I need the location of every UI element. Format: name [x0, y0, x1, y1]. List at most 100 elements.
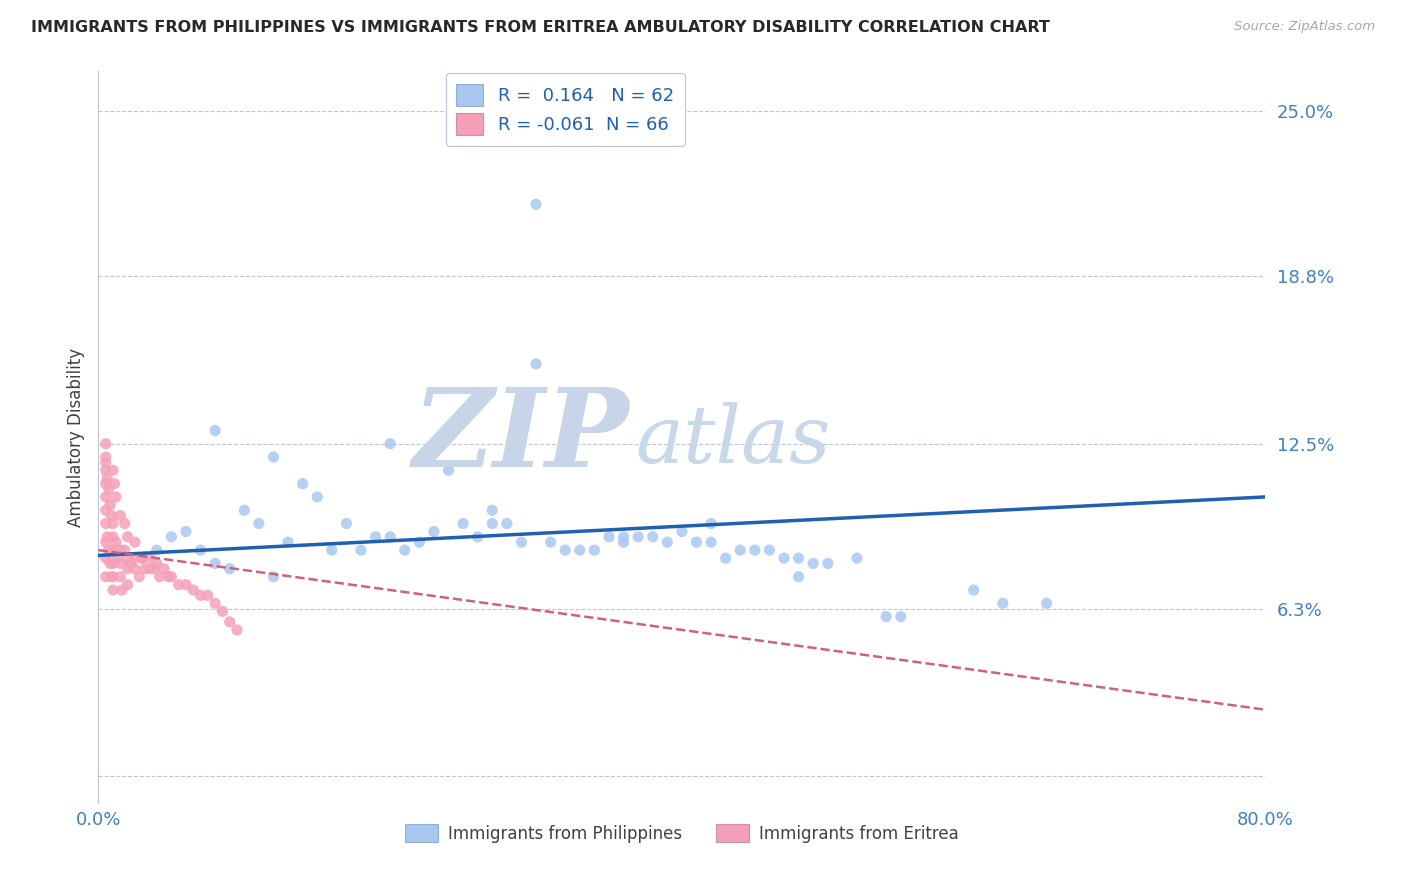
Point [262, 570, 284, 584]
Point [408, 535, 430, 549]
Point [120, 557, 142, 571]
Point [787, 551, 810, 566]
Point [197, 588, 219, 602]
Text: Source: ZipAtlas.com: Source: ZipAtlas.com [1234, 20, 1375, 33]
Point [94, 516, 117, 531]
Point [94, 455, 117, 469]
Point [146, 543, 169, 558]
Point [510, 535, 533, 549]
Point [114, 543, 136, 558]
Point [218, 615, 240, 629]
Point [94, 551, 117, 566]
Point [204, 596, 226, 610]
Point [167, 577, 190, 591]
Point [700, 535, 723, 549]
Point [160, 570, 183, 584]
Point [94, 450, 117, 464]
Point [890, 609, 912, 624]
Point [524, 197, 547, 211]
Point [846, 551, 869, 566]
Point [105, 551, 128, 566]
Point [157, 570, 180, 584]
Point [131, 551, 153, 566]
Point [117, 530, 139, 544]
Point [612, 530, 634, 544]
Point [277, 535, 299, 549]
Point [104, 490, 127, 504]
Point [94, 463, 117, 477]
Point [773, 551, 796, 566]
Point [110, 570, 132, 584]
Point [131, 551, 153, 566]
Point [641, 530, 664, 544]
Point [103, 476, 125, 491]
Point [437, 463, 460, 477]
Point [730, 543, 752, 558]
Y-axis label: Ambulatory Disability: Ambulatory Disability [66, 348, 84, 526]
Point [350, 543, 373, 558]
Point [247, 516, 270, 531]
Text: atlas: atlas [636, 402, 831, 480]
Point [524, 357, 547, 371]
Point [190, 588, 212, 602]
Point [817, 557, 839, 571]
Point [94, 570, 117, 584]
Legend: Immigrants from Philippines, Immigrants from Eritrea: Immigrants from Philippines, Immigrants … [398, 818, 966, 849]
Point [540, 535, 562, 549]
Point [394, 543, 416, 558]
Point [98, 557, 121, 571]
Point [94, 535, 117, 549]
Point [481, 503, 503, 517]
Point [101, 543, 124, 558]
Point [124, 562, 146, 576]
Point [364, 530, 387, 544]
Point [149, 570, 172, 584]
Point [101, 570, 124, 584]
Point [114, 516, 136, 531]
Point [94, 436, 117, 450]
Point [685, 535, 707, 549]
Text: ZIP: ZIP [413, 384, 630, 491]
Point [160, 530, 183, 544]
Point [233, 503, 256, 517]
Point [481, 516, 503, 531]
Point [117, 551, 139, 566]
Point [142, 562, 165, 576]
Point [423, 524, 446, 539]
Point [96, 471, 118, 485]
Point [94, 476, 117, 491]
Point [583, 543, 606, 558]
Point [117, 562, 139, 576]
Point [146, 557, 169, 571]
Point [100, 570, 122, 584]
Point [101, 516, 124, 531]
Point [204, 424, 226, 438]
Point [962, 582, 984, 597]
Point [496, 516, 519, 531]
Point [110, 557, 132, 571]
Point [714, 551, 737, 566]
Point [174, 524, 197, 539]
Point [124, 535, 146, 549]
Point [671, 524, 693, 539]
Point [131, 551, 153, 566]
Point [94, 503, 117, 517]
Point [875, 609, 897, 624]
Point [262, 450, 284, 464]
Point [110, 508, 132, 523]
Point [128, 570, 150, 584]
Point [111, 582, 134, 597]
Point [94, 490, 117, 504]
Point [612, 535, 634, 549]
Point [211, 604, 233, 618]
Point [758, 543, 780, 558]
Point [226, 623, 249, 637]
Point [204, 557, 226, 571]
Point [801, 557, 824, 571]
Point [627, 530, 650, 544]
Point [97, 543, 120, 558]
Point [321, 543, 343, 558]
Point [100, 508, 122, 523]
Point [744, 543, 766, 558]
Point [568, 543, 591, 558]
